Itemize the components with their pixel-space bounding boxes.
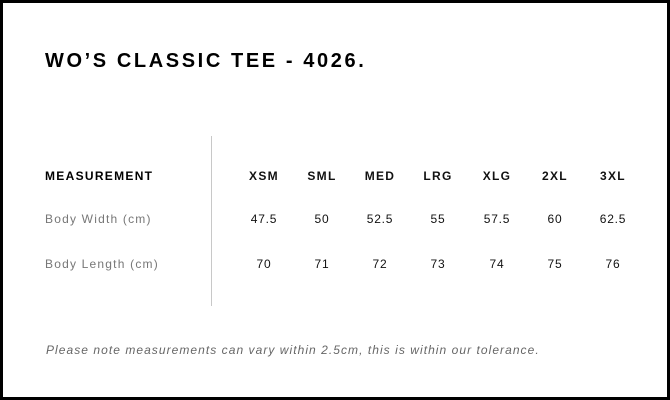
table-row: Body Width (cm) 47.5 50 52.5 55 57.5 60 62.5: [0, 212, 670, 228]
table-cell: 47.5: [250, 212, 278, 226]
tolerance-note: Please note measurements can vary within…: [46, 343, 540, 357]
size-header: 2XL: [542, 169, 568, 183]
table-header-row: MEASUREMENT XSM SML MED LRG XLG 2XL 3XL: [0, 169, 670, 185]
table-cell: 52.5: [366, 212, 394, 226]
size-header: SML: [307, 169, 337, 183]
size-header: XLG: [482, 169, 512, 183]
table-cell: 62.5: [599, 212, 627, 226]
size-header: XSM: [249, 169, 279, 183]
table-cell: 73: [430, 257, 446, 271]
table-cell: 70: [256, 257, 272, 271]
table-cell: 50: [314, 212, 330, 226]
table-cell: 76: [605, 257, 621, 271]
row-label: Body Length (cm): [45, 257, 159, 271]
table-cell: 75: [547, 257, 563, 271]
table-cell: 74: [489, 257, 505, 271]
table-cell: 57.5: [483, 212, 511, 226]
table-cell: 60: [547, 212, 563, 226]
size-header: MED: [364, 169, 396, 183]
row-label: Body Width (cm): [45, 212, 152, 226]
table-cell: 71: [314, 257, 330, 271]
size-header: 3XL: [600, 169, 626, 183]
header-label: MEASUREMENT: [45, 169, 154, 183]
column-divider: [211, 136, 212, 306]
page-title: WO’S CLASSIC TEE - 4026.: [45, 50, 367, 72]
table-row: Body Length (cm) 70 71 72 73 74 75 76: [0, 257, 670, 273]
size-header: LRG: [423, 169, 453, 183]
table-cell: 72: [372, 257, 388, 271]
table-cell: 55: [430, 212, 446, 226]
